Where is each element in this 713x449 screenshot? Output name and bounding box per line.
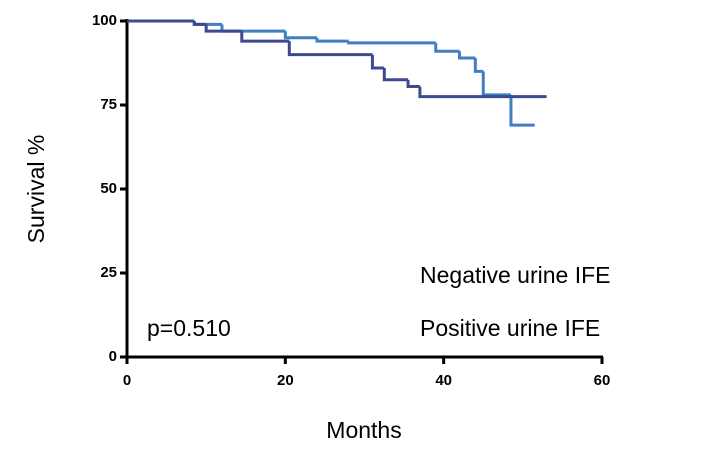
survival-step (315, 37, 349, 43)
survival-step (192, 21, 207, 26)
survival-step (434, 42, 460, 53)
survival-step (458, 51, 476, 60)
y-tick-label: 75 (100, 96, 117, 113)
legend-entry: Positive urine IFE (420, 315, 600, 341)
y-tick-label: 100 (92, 12, 117, 29)
y-axis-label: Survival % (23, 135, 49, 244)
survival-step (287, 41, 373, 57)
x-tick-label: 60 (594, 372, 611, 389)
y-tick-label: 0 (109, 348, 117, 365)
survival-step (481, 71, 511, 97)
x-tick-label: 40 (435, 372, 452, 389)
survival-step (283, 31, 317, 40)
survival-step (347, 41, 436, 45)
survival-step (240, 31, 290, 43)
legend-entry: Negative urine IFE (420, 262, 610, 288)
survival-step (473, 57, 484, 73)
survival-step (418, 86, 547, 99)
survival-step (370, 54, 385, 70)
p-value: p=0.510 (147, 315, 231, 341)
x-axis-label: Months (326, 417, 401, 443)
survival-step (382, 68, 409, 82)
x-tick-label: 20 (277, 372, 294, 389)
survival-step (204, 24, 242, 33)
x-tick-label: 0 (123, 372, 131, 389)
survival-step (406, 79, 420, 89)
y-tick-label: 25 (100, 264, 117, 281)
survival-step (509, 94, 535, 127)
y-tick-label: 50 (100, 180, 117, 197)
